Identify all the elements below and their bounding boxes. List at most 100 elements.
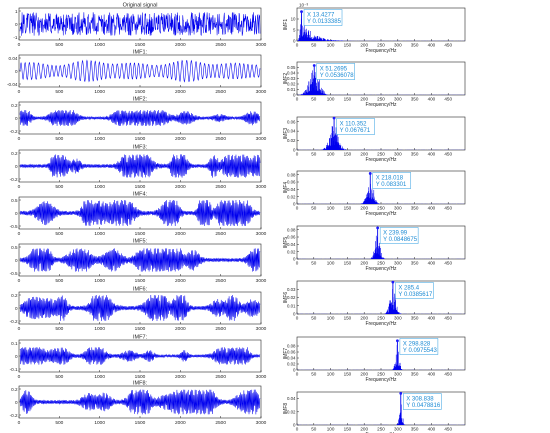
x-tick-label: 350 xyxy=(411,261,419,266)
x-tick-label: 250 xyxy=(377,152,385,157)
y-axis-label: IMF3 xyxy=(283,128,289,140)
y-tick-label: 0.02 xyxy=(287,409,296,414)
chart-sp3: 0 0.02 0.04 0.06 0 50 100 150 200 250 300 350 400 450… xyxy=(283,116,466,163)
x-tick-label: 200 xyxy=(360,372,368,377)
y-tick-label: 1 xyxy=(15,9,18,14)
x-tick-label: 1500 xyxy=(135,278,146,284)
x-tick-label: 3000 xyxy=(256,374,267,380)
datatip-x: X 239.99 xyxy=(383,230,408,236)
x-tick-label: 1000 xyxy=(94,136,105,142)
y-axis-label: IMF1 xyxy=(283,19,289,31)
x-axis-label: Frequency/Hz xyxy=(365,266,397,272)
x-tick-label: 350 xyxy=(411,316,419,321)
x-tick-label: 500 xyxy=(55,278,63,284)
x-tick-label: 1000 xyxy=(94,420,105,426)
y-tick-label: 0.2 xyxy=(11,151,18,156)
x-tick-label: 400 xyxy=(428,427,436,432)
y-axis-label: IMF4 xyxy=(283,182,289,194)
spectrum-stems xyxy=(296,235,466,259)
y-tick-label: 0.5 xyxy=(11,245,18,250)
x-tick-label: 0 xyxy=(296,372,299,377)
signal-line xyxy=(19,389,261,415)
x-tick-label: 2500 xyxy=(215,231,226,237)
x-tick-label: 150 xyxy=(344,261,352,266)
y-tick-label: 0.04 xyxy=(9,56,18,61)
x-tick-label: 2500 xyxy=(215,326,226,332)
y-tick-label: 0.03 xyxy=(287,287,296,292)
x-tick-label: 450 xyxy=(444,372,452,377)
x-tick-label: 500 xyxy=(55,420,63,426)
y-tick-label: 0.02 xyxy=(287,82,296,87)
y-tick-label: 0.04 xyxy=(287,187,296,192)
peak-marker xyxy=(391,280,395,284)
x-tick-label: 100 xyxy=(327,261,335,266)
x-tick-label: 50 xyxy=(311,152,317,157)
datatip-y: Y 0.083301 xyxy=(376,182,407,188)
x-tick-label: 350 xyxy=(411,372,419,377)
x-tick-label: 2000 xyxy=(175,374,186,380)
x-tick-label: 1000 xyxy=(94,231,105,237)
signal-line xyxy=(19,154,261,178)
y-tick-label: 0.08 xyxy=(287,227,296,232)
peak-marker xyxy=(332,116,336,120)
x-tick-label: 200 xyxy=(360,97,368,102)
y-tick-label: 0 xyxy=(15,164,18,169)
x-tick-label: 400 xyxy=(428,206,436,211)
y-tick-label: 0 xyxy=(293,202,296,207)
y-axis-label: IMF2 xyxy=(283,73,289,85)
x-tick-label: 300 xyxy=(394,372,402,377)
x-tick-label: 50 xyxy=(311,206,317,211)
x-tick-label: 0 xyxy=(18,278,21,284)
y-tick-label: 0 xyxy=(293,93,296,98)
peak-marker xyxy=(312,64,316,67)
x-tick-label: 0 xyxy=(18,136,21,142)
datatip-box xyxy=(399,338,439,355)
y-tick-label: 0.04 xyxy=(287,356,296,361)
x-tick-label: 200 xyxy=(360,316,368,321)
datatip-x: X 110.352 xyxy=(340,121,368,127)
signal-line xyxy=(19,199,261,227)
x-tick-label: 0 xyxy=(296,316,299,321)
x-tick-label: 0 xyxy=(296,152,299,157)
x-axis-label: Frequency/Hz xyxy=(365,321,397,327)
x-tick-label: 1500 xyxy=(135,326,146,332)
x-tick-label: 300 xyxy=(394,152,402,157)
x-tick-label: 150 xyxy=(344,43,352,48)
signal-line xyxy=(19,110,261,126)
plot-frame xyxy=(296,116,466,151)
y-tick-label: 0.01 xyxy=(287,87,296,92)
chart-sp6: 0 0.01 0.02 0.03 0 50 100 150 200 250 300 350 400 450… xyxy=(283,280,466,327)
y-tick-label: 0.08 xyxy=(287,172,296,177)
x-tick-label: 100 xyxy=(327,372,335,377)
chart-ts3: IMF3:-0.200.20 500 1000 1500 2000 2500 3000 xyxy=(10,145,267,191)
datatip-y: Y 0.0385617 xyxy=(398,292,433,298)
y-tick-label: 0.2 xyxy=(11,387,18,392)
x-tick-label: 3000 xyxy=(256,136,267,142)
x-tick-label: 450 xyxy=(444,261,452,266)
datatip-box xyxy=(395,282,434,299)
x-tick-label: 400 xyxy=(428,316,436,321)
x-tick-label: 0 xyxy=(296,97,299,102)
x-tick-label: 400 xyxy=(428,152,436,157)
chart-title: IMF2: xyxy=(133,97,148,103)
x-tick-label: 450 xyxy=(444,152,452,157)
datatip-y: Y 0.067671 xyxy=(340,128,371,134)
x-tick-label: 0 xyxy=(18,89,21,95)
x-tick-label: 2500 xyxy=(215,42,226,48)
x-tick-label: 0 xyxy=(296,43,299,48)
x-tick-label: 200 xyxy=(360,206,368,211)
y-tick-label: 0 xyxy=(15,116,18,121)
y-tick-label: 0.03 xyxy=(287,76,296,81)
y-tick-label: 0 xyxy=(293,423,296,428)
y-tick-label: 0 xyxy=(293,148,296,153)
x-axis-label: Frequency/Hz xyxy=(365,211,397,217)
x-tick-label: 1500 xyxy=(135,89,146,95)
x-tick-label: 0 xyxy=(18,184,21,190)
x-tick-label: 0 xyxy=(296,261,299,266)
x-tick-label: 350 xyxy=(411,152,419,157)
y-tick-label: -0.5 xyxy=(10,271,18,276)
chart-title: IMF1: xyxy=(133,50,148,56)
x-axis-label: Frequency/Hz xyxy=(365,377,397,383)
datatip-box xyxy=(316,63,355,80)
